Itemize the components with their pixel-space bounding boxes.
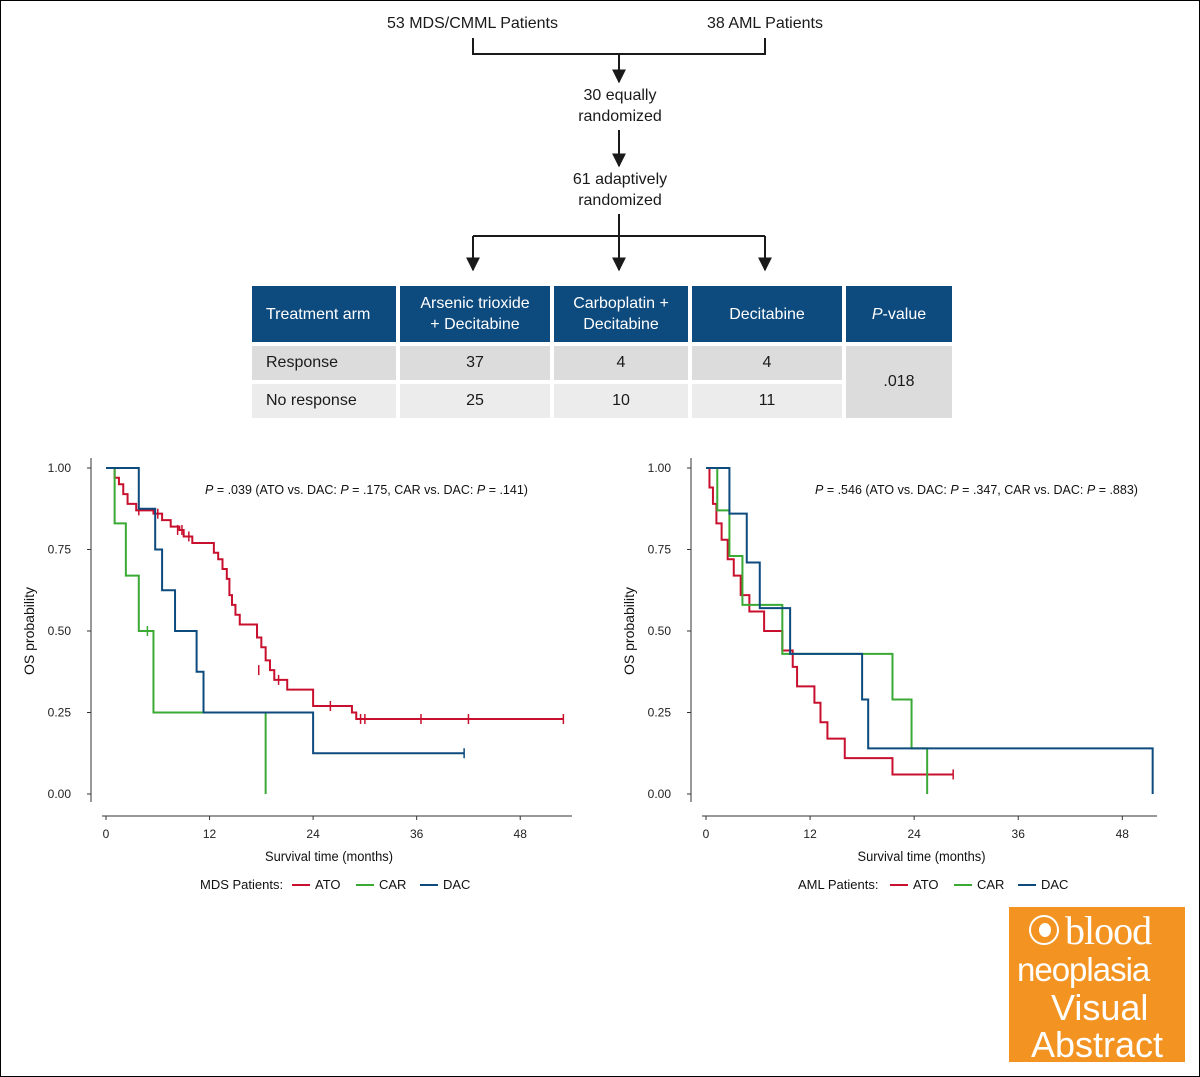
y-tick-label: 0.75 — [648, 543, 672, 557]
km-plot-mds: 0.00 0.25 0.50 0.75 1.00 0 12 24 36 48 Survival ti… — [0, 445, 600, 910]
flow-diagram — [466, 38, 772, 272]
x-tick-label: 24 — [306, 827, 320, 841]
header-dac: Decitabine — [692, 286, 842, 342]
equal-line-1: 30 equally — [583, 87, 657, 104]
km-curve-dac — [706, 467, 1154, 794]
table-row: No response 25 10 11 — [252, 384, 952, 418]
legend-label-ato: ATO — [913, 877, 939, 892]
cell-ato: 25 — [400, 384, 550, 418]
km-curve-ato — [706, 467, 954, 776]
row-label: No response — [252, 384, 396, 418]
km-curve-car — [706, 467, 929, 794]
x-tick-label: 36 — [410, 827, 424, 841]
legend-label-dac: DAC — [443, 877, 470, 892]
annotation-part: P — [815, 483, 824, 497]
annotation-part: = .546 (ATO vs. DAC: — [823, 483, 950, 497]
adaptive-randomized-label: 61 adaptively randomized — [540, 169, 700, 211]
y-tick-label: 0.50 — [648, 624, 672, 638]
y-tick-label: 0.75 — [48, 543, 72, 557]
annotation-part: = .347, CAR vs. DAC: — [959, 483, 1087, 497]
km-svg-mds: 0.00 0.25 0.50 0.75 1.00 0 12 24 36 48 Survival ti… — [21, 458, 572, 892]
header-ato-line1: Arsenic trioxide — [420, 295, 530, 312]
annotation-part: = .883) — [1095, 483, 1138, 497]
cell-pvalue: .018 — [846, 346, 952, 418]
cell-car: 10 — [554, 384, 688, 418]
header-ato: Arsenic trioxide + Decitabine — [400, 286, 550, 342]
km-curve-dac — [106, 467, 465, 755]
x-tick-label: 0 — [703, 827, 710, 841]
legend-label-dac: DAC — [1041, 877, 1068, 892]
cell-car: 4 — [554, 346, 688, 380]
annotation-part: = .039 (ATO vs. DAC: — [213, 483, 340, 497]
x-axis-label: Survival time (months) — [265, 849, 393, 865]
x-tick-label: 24 — [907, 827, 921, 841]
x-tick-label: 12 — [803, 827, 817, 841]
y-tick-label: 0.00 — [648, 787, 672, 801]
adaptive-line-2: randomized — [578, 192, 662, 209]
legend-label-car: CAR — [977, 877, 1004, 892]
x-tick-label: 36 — [1012, 827, 1026, 841]
annotation-part: P — [1087, 483, 1096, 497]
x-tick-label: 0 — [103, 827, 110, 841]
header-treatment-arm: Treatment arm — [252, 286, 396, 342]
header-car: Carboplatin + Decitabine — [554, 286, 688, 342]
equal-randomized-label: 30 equally randomized — [540, 85, 700, 127]
annotation-part: P — [950, 483, 959, 497]
y-tick-label: 0.25 — [48, 706, 72, 720]
y-axis-label: OS probability — [621, 587, 637, 675]
cell-dac: 11 — [692, 384, 842, 418]
legend-title: MDS Patients: — [200, 877, 283, 892]
km-curve-ato — [106, 467, 564, 721]
annotation-part: P — [205, 483, 214, 497]
annotation-part: = .175, CAR vs. DAC: — [349, 483, 477, 497]
equal-line-2: randomized — [578, 108, 662, 125]
annotation-part: P — [477, 483, 486, 497]
journal-seal-icon — [1029, 915, 1059, 945]
header-car-line2: Decitabine — [583, 316, 659, 333]
y-tick-label: 1.00 — [648, 461, 672, 475]
y-axis-label: OS probability — [21, 587, 37, 675]
legend-title: AML Patients: — [798, 877, 878, 892]
aml-patients-label: 38 AML Patients — [707, 15, 823, 32]
y-tick-label: 0.25 — [648, 706, 672, 720]
legend-label-car: CAR — [379, 877, 406, 892]
table-header-row: Treatment arm Arsenic trioxide + Decitab… — [252, 286, 952, 342]
table-row: Response 37 4 4 .018 — [252, 346, 952, 418]
header-p-italic: P — [871, 305, 883, 323]
row-label: Response — [252, 346, 396, 380]
response-table: Treatment arm Arsenic trioxide + Decitab… — [248, 282, 956, 422]
legend-label-ato: ATO — [315, 877, 341, 892]
km-svg-aml: 0.00 0.25 0.50 0.75 1.00 0 12 24 36 48 Survival ti… — [621, 458, 1157, 892]
x-tick-label: 48 — [1116, 827, 1130, 841]
annotation-part: P — [340, 483, 349, 497]
km-plot-aml: 0.00 0.25 0.50 0.75 1.00 0 12 24 36 48 Survival ti… — [600, 445, 1200, 910]
header-ato-line2: + Decitabine — [430, 316, 520, 333]
p-value-annotation: P = .039 (ATO vs. DAC: P = .175, CAR vs.… — [205, 483, 528, 497]
header-pvalue: P-value — [846, 286, 952, 342]
x-axis-label: Survival time (months) — [858, 849, 986, 865]
mds-patients-label: 53 MDS/CMML Patients — [386, 15, 558, 32]
cell-dac: 4 — [692, 346, 842, 380]
y-tick-label: 1.00 — [48, 461, 72, 475]
merge-bracket — [472, 38, 766, 55]
adaptive-line-1: 61 adaptively — [572, 171, 668, 188]
y-tick-label: 0.00 — [48, 787, 72, 801]
header-car-line1: Carboplatin + — [573, 295, 669, 312]
cell-ato: 37 — [400, 346, 550, 380]
p-value-annotation: P = .546 (ATO vs. DAC: P = .347, CAR vs.… — [815, 483, 1138, 497]
x-tick-label: 12 — [203, 827, 217, 841]
km-curve-car — [106, 467, 267, 794]
header-p-rest: -value — [882, 305, 927, 323]
y-tick-label: 0.50 — [48, 624, 72, 638]
blood-neoplasia-logo: blood neoplasia Visual Abstract — [1009, 907, 1185, 1065]
x-tick-label: 48 — [514, 827, 528, 841]
annotation-part: = .141) — [485, 483, 528, 497]
